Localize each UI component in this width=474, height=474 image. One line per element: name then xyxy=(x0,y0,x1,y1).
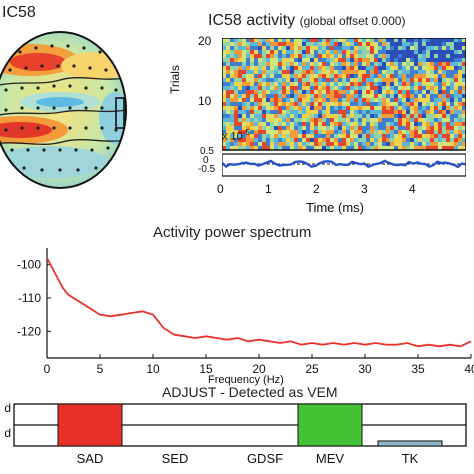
adjust-label-mev: MEV xyxy=(316,451,345,466)
erp-image-title-main: IC58 activity xyxy=(208,12,296,29)
spectrum-xtick-7: 35 xyxy=(411,362,425,376)
adjust-ylabel-0: d xyxy=(4,401,11,415)
spectrum-xtick-8: 40 xyxy=(464,362,474,376)
spectrum-xtick-6: 30 xyxy=(358,362,372,376)
spectrum-xtick-3: 15 xyxy=(199,362,213,376)
spectrum-title: Activity power spectrum xyxy=(153,224,312,241)
spectrum-line xyxy=(46,257,472,348)
erp-scale-label: x 10-5 xyxy=(222,128,250,143)
erp-image-title-suffix: (global offset 0.000) xyxy=(299,14,406,28)
spectrum-ytick-2: -120 xyxy=(17,324,41,338)
spectrum-ytick-1: -110 xyxy=(18,291,41,305)
power-spectrum-chart: -100 -110 -120 0 5 10 15 20 25 30 35 40 xyxy=(17,248,474,376)
erp-xtick-2: 2 xyxy=(313,182,320,196)
adjust-title: ADJUST - Detected as VEM xyxy=(162,384,338,400)
scalp-map-title: IC58 xyxy=(2,4,36,21)
erp-scale-exponent: -5 xyxy=(242,128,250,137)
erp-xtick-0: 0 xyxy=(217,182,224,196)
erp-xtick-4: 4 xyxy=(409,182,416,196)
spectrum-xtick-2: 10 xyxy=(146,362,160,376)
adjust-bar-sad xyxy=(57,403,123,447)
adjust-label-tk: TK xyxy=(402,451,419,466)
spectrum-ytick-0: -100 xyxy=(17,258,41,272)
spectrum-xtick-5: 25 xyxy=(305,362,319,376)
erp-xtick-1: 1 xyxy=(265,182,272,196)
adjust-label-sad: SAD xyxy=(77,451,104,466)
scalp-topography-map xyxy=(0,31,127,189)
adjust-label-sed: SED xyxy=(162,451,189,466)
erp-ytick-10: 10 xyxy=(198,94,212,108)
erp-lower-ytick-2: -0.5 xyxy=(198,164,216,175)
erp-heatmap-cells xyxy=(222,38,466,151)
adjust-label-gdsf: GDSF xyxy=(247,451,283,466)
spectrum-xtick-0: 0 xyxy=(44,362,51,376)
erp-image-title: IC58 activity (global offset 0.000) xyxy=(208,12,405,30)
adjust-bar-mev xyxy=(297,403,363,447)
adjust-feature-chart: SAD SED GDSF MEV TK dd xyxy=(4,401,467,466)
spectrum-xtick-1: 5 xyxy=(97,362,104,376)
erp-image-ylabel: Trials xyxy=(168,65,182,94)
erp-image-heatmap xyxy=(222,38,466,177)
erp-xlabel: Time (ms) xyxy=(306,200,365,215)
erp-xtick-3: 3 xyxy=(361,182,368,196)
erp-ytick-20: 20 xyxy=(198,34,212,48)
spectrum-xlabel: Frequency (Hz) xyxy=(208,374,284,386)
erp-scale-base: x 10 xyxy=(222,130,243,143)
erp-lower-ytick-1: 0 xyxy=(203,155,209,166)
erp-average-trace xyxy=(222,159,466,169)
adjust-ylabel-1: d xyxy=(4,426,11,440)
adjust-bar-tk xyxy=(377,440,443,447)
spectrum-xtick-4: 20 xyxy=(252,362,266,376)
erp-lower-ytick-0: 0.5 xyxy=(200,146,214,157)
